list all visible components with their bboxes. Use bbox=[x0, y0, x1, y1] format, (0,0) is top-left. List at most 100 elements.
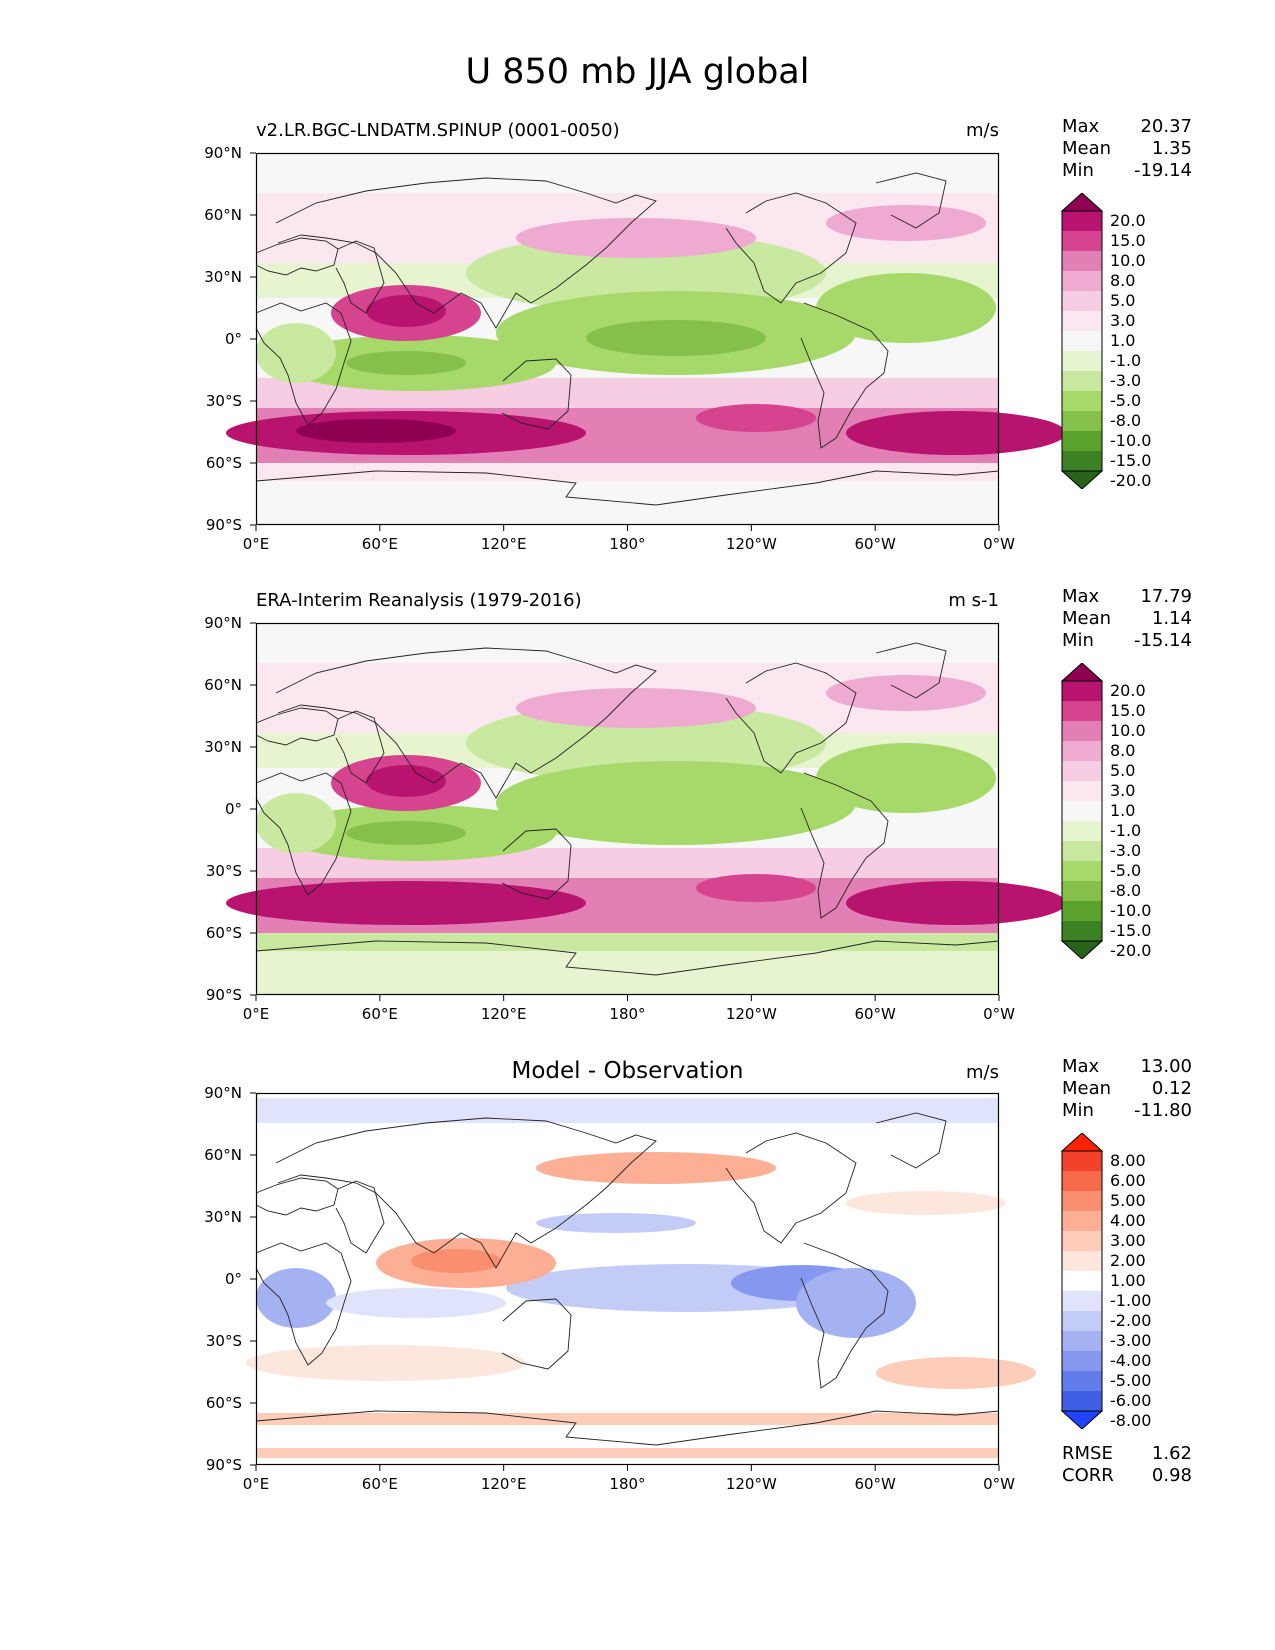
y-tick-label: 90°N bbox=[204, 1084, 242, 1102]
coastline bbox=[875, 642, 947, 699]
x-tick-label: 120°E bbox=[480, 535, 527, 553]
x-tick-label: 180° bbox=[609, 1005, 646, 1023]
antarctic-coast-band bbox=[256, 1413, 999, 1425]
y-tick-label: 0° bbox=[224, 330, 242, 348]
colorbar-tick-label: -15.0 bbox=[1110, 451, 1152, 470]
panel-2-map bbox=[226, 622, 1066, 1001]
coastline bbox=[725, 192, 857, 304]
colorbar-tick-label: 10.0 bbox=[1110, 251, 1146, 270]
colorbar-swatch bbox=[1062, 1331, 1102, 1352]
southern-atlantic-jet bbox=[846, 881, 1066, 925]
x-tick-label: 0°W bbox=[983, 535, 1015, 553]
y-tick-label: 60°N bbox=[204, 676, 242, 694]
y-tick-label: 60°N bbox=[204, 206, 242, 224]
min-value: -19.14 bbox=[1133, 160, 1192, 181]
colorbar-swatch bbox=[1062, 1251, 1102, 1272]
africa-easterlies bbox=[256, 323, 336, 383]
coastline bbox=[335, 240, 385, 314]
x-tick-label: 120°W bbox=[725, 1475, 777, 1493]
north-pacific-positive bbox=[536, 1152, 776, 1184]
panel-3-error-stats: RMSE 1.62 CORR 0.98 bbox=[1062, 1443, 1192, 1487]
colorbar-tick-label: -10.0 bbox=[1110, 901, 1152, 920]
colorbar-tick-label: 3.0 bbox=[1110, 311, 1136, 330]
x-tick-label: 120°E bbox=[480, 1005, 527, 1023]
coastlines bbox=[255, 642, 1000, 976]
y-tick-label: 30°N bbox=[204, 268, 242, 286]
corr-label: CORR bbox=[1062, 1465, 1114, 1486]
panel-2-case-label: ERA-Interim Reanalysis (1979-2016) bbox=[256, 590, 582, 611]
colorbar-tick-label: 1.00 bbox=[1110, 1271, 1146, 1290]
x-tick-label: 120°W bbox=[725, 1005, 777, 1023]
colorbar-tick-label: 4.00 bbox=[1110, 1211, 1146, 1230]
colorbar-tick-label: 20.0 bbox=[1110, 681, 1146, 700]
mean-value: 0.12 bbox=[1151, 1078, 1192, 1099]
rmse-value: 1.62 bbox=[1151, 1443, 1192, 1464]
north-pacific-westerlies bbox=[516, 218, 756, 258]
coastline bbox=[501, 1298, 572, 1370]
amazon-negative bbox=[796, 1268, 916, 1338]
coastline bbox=[255, 237, 339, 276]
colorbar-tick-label: -8.0 bbox=[1110, 881, 1142, 900]
antarctic-band bbox=[256, 463, 999, 481]
colorbar-swatch bbox=[1062, 391, 1102, 412]
colorbar-max-extend bbox=[1060, 1133, 1104, 1152]
max-label: Max bbox=[1062, 586, 1100, 607]
colorbar-swatch bbox=[1062, 721, 1102, 742]
max-label: Max bbox=[1062, 116, 1100, 137]
x-tick-label: 180° bbox=[609, 1475, 646, 1493]
x-tick-label: 60°E bbox=[361, 1005, 398, 1023]
colorbar-swatch bbox=[1062, 761, 1102, 782]
colorbar-swatch bbox=[1062, 351, 1102, 372]
coastline bbox=[255, 707, 339, 746]
panel-1-map bbox=[226, 152, 1066, 531]
mean-label: Mean bbox=[1062, 1078, 1112, 1099]
mean-value: 1.14 bbox=[1151, 608, 1192, 629]
colorbar-tick-label: -5.00 bbox=[1110, 1371, 1152, 1390]
southern-jet-core bbox=[296, 419, 456, 443]
colorbar-tick-label: 5.00 bbox=[1110, 1191, 1146, 1210]
coastline bbox=[255, 302, 352, 426]
colorbar-min-extend bbox=[1060, 470, 1104, 489]
somali-jet-core bbox=[366, 765, 446, 797]
y-tick-label: 60°S bbox=[205, 924, 242, 942]
colorbar-tick-label: -20.0 bbox=[1110, 941, 1152, 960]
coastline bbox=[800, 772, 889, 919]
colorbar-swatch bbox=[1062, 1151, 1102, 1172]
x-tick-label: 0°E bbox=[242, 535, 270, 553]
coastline bbox=[725, 662, 857, 774]
colorbar-swatch bbox=[1062, 701, 1102, 722]
map-frame bbox=[255, 1092, 1000, 1466]
min-label: Min bbox=[1062, 160, 1094, 181]
pacific-trade-easterlies bbox=[466, 703, 826, 783]
colorbar-tick-label: -5.0 bbox=[1110, 861, 1142, 880]
x-tick-label: 60°W bbox=[854, 1475, 896, 1493]
y-tick-label: 30°N bbox=[204, 738, 242, 756]
colorbar-tick-label: 10.0 bbox=[1110, 721, 1146, 740]
north-pacific-westerlies bbox=[516, 688, 756, 728]
south-atlantic-positive bbox=[876, 1357, 1036, 1389]
colorbar-swatch bbox=[1062, 1291, 1102, 1312]
x-tick-label: 120°E bbox=[480, 1475, 527, 1493]
max-value: 17.79 bbox=[1140, 586, 1192, 607]
coastline bbox=[255, 1242, 352, 1366]
panel-3-map bbox=[246, 1092, 1036, 1471]
x-tick-label: 0°W bbox=[983, 1005, 1015, 1023]
southern-ocean-positive bbox=[246, 1345, 526, 1381]
colorbar-tick-label: -4.00 bbox=[1110, 1351, 1152, 1370]
colorbar-swatch bbox=[1062, 1311, 1102, 1332]
coastline bbox=[725, 1132, 857, 1244]
colorbar-swatch bbox=[1062, 741, 1102, 762]
somali-jet-core bbox=[366, 295, 446, 327]
x-tick-label: 60°E bbox=[361, 1475, 398, 1493]
y-tick-label: 90°N bbox=[204, 144, 242, 162]
y-tick-label: 60°S bbox=[205, 1394, 242, 1412]
coastline bbox=[501, 828, 572, 900]
colorbar-swatch bbox=[1062, 801, 1102, 822]
map-frame bbox=[255, 622, 1000, 996]
colorbar-swatch bbox=[1062, 1351, 1102, 1372]
coastline bbox=[255, 940, 1000, 976]
south-pacific-jet bbox=[696, 404, 816, 432]
panel-1-case-label: v2.LR.BGC-LNDATM.SPINUP (0001-0050) bbox=[256, 120, 620, 141]
y-tick-label: 30°S bbox=[205, 862, 242, 880]
arctic-band bbox=[256, 1098, 999, 1123]
